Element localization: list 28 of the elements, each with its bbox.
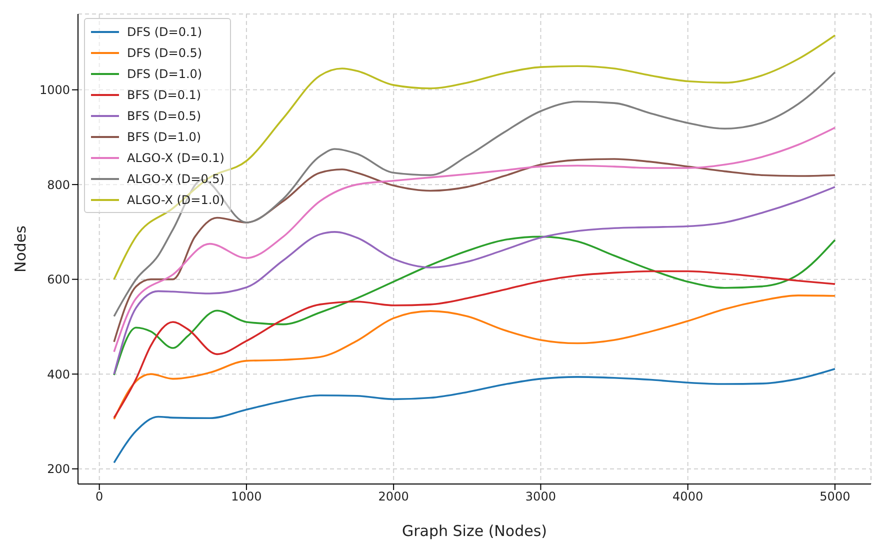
y-tick-label: 200 xyxy=(47,462,70,476)
legend-label: BFS (D=0.1) xyxy=(127,88,202,102)
legend-label: ALGO-X (D=0.5) xyxy=(127,172,224,186)
line-series xyxy=(113,126,836,353)
legend-label: DFS (D=0.5) xyxy=(127,46,202,60)
y-tick-label: 600 xyxy=(47,272,70,287)
x-tick-label: 3000 xyxy=(525,490,556,504)
legend-label: DFS (D=1.0) xyxy=(127,66,202,80)
x-tick-label: 4000 xyxy=(672,490,704,504)
y-tick-label: 400 xyxy=(47,367,70,382)
legend-label: BFS (D=1.0) xyxy=(127,130,202,144)
x-tick-label: 1000 xyxy=(231,490,262,504)
x-axis-title: Graph Size (Nodes) xyxy=(402,522,548,540)
legend-label: DFS (D=0.1) xyxy=(127,24,202,38)
line-series xyxy=(113,270,836,419)
line-series xyxy=(113,186,836,375)
line-series xyxy=(113,368,836,464)
x-tick-label: 0 xyxy=(96,490,104,504)
legend-label: ALGO-X (D=1.0) xyxy=(127,192,224,206)
y-tick-label: 1000 xyxy=(39,83,70,98)
line-series xyxy=(113,236,836,376)
y-tick-label: 800 xyxy=(47,178,70,192)
line-series xyxy=(113,294,836,420)
legend-label: ALGO-X (D=0.1) xyxy=(127,150,224,164)
x-tick-label: 2000 xyxy=(378,490,409,504)
y-axis-title: Nodes xyxy=(11,225,30,272)
x-tick-label: 5000 xyxy=(820,490,850,504)
legend-label: BFS (D=0.5) xyxy=(127,108,202,122)
